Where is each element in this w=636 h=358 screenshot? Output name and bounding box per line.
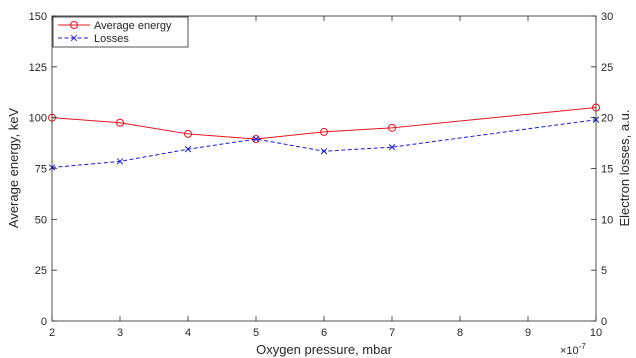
data-point-losses xyxy=(184,146,192,153)
data-point-losses xyxy=(388,143,396,151)
y-left-tick-label: 150 xyxy=(29,11,47,23)
data-point-average-energy xyxy=(116,118,124,127)
data-point-stroke xyxy=(184,146,192,153)
y-right-tick-label: 25 xyxy=(601,62,613,74)
y-left-tick-label: 100 xyxy=(29,113,47,125)
legend-marker-losses xyxy=(70,34,78,42)
x-axis-label: Oxygen pressure, mbar xyxy=(256,342,393,357)
x-tick-label: 7 xyxy=(389,327,395,339)
x-tick-label: 5 xyxy=(253,327,259,339)
x-axis-multiplier: ×10-7 xyxy=(560,342,586,357)
data-point-stroke xyxy=(388,143,396,151)
y-right-tick-label: 30 xyxy=(601,11,613,23)
data-point-average-energy xyxy=(320,127,328,136)
y-axis-left-label: Average energy, keV xyxy=(6,108,21,229)
plot-area xyxy=(52,16,596,321)
y-left-tick-label: 25 xyxy=(35,265,47,277)
data-point-losses xyxy=(116,158,124,165)
data-point-stroke xyxy=(252,135,260,143)
x-tick-label: 2 xyxy=(49,327,55,339)
x-tick-label: 8 xyxy=(457,327,463,339)
data-point-losses xyxy=(252,135,260,143)
y-right-tick-label: 0 xyxy=(601,316,607,328)
x-tick-label: 3 xyxy=(117,327,123,339)
x-tick-label: 9 xyxy=(525,327,531,339)
x-tick-label: 4 xyxy=(185,327,191,339)
y-left-tick-label: 0 xyxy=(41,316,47,328)
legend-marker-stroke xyxy=(70,34,78,42)
y-right-tick-label: 5 xyxy=(601,265,607,277)
y-right-tick-label: 15 xyxy=(601,164,613,176)
y-right-tick-label: 20 xyxy=(601,113,613,125)
legend: Average energy Losses xyxy=(52,16,189,48)
data-point-average-energy xyxy=(388,123,396,132)
legend-label-average-energy: Average energy xyxy=(94,20,172,32)
y-axis-right-label: Electron losses, a.u. xyxy=(617,109,632,226)
legend-marks xyxy=(58,21,90,42)
x-tick-label: 6 xyxy=(321,327,327,339)
y-right-tick-label: 10 xyxy=(601,214,613,226)
data-point-losses xyxy=(320,148,328,155)
data-point-average-energy xyxy=(184,129,192,138)
y-left-tick-label: 75 xyxy=(35,164,47,176)
data-point-stroke xyxy=(116,158,124,165)
y-left-tick-label: 125 xyxy=(29,62,47,74)
legend-marker-average-energy xyxy=(70,21,78,29)
x-tick-label: 10 xyxy=(590,327,602,339)
y-left-tick-label: 50 xyxy=(35,214,47,226)
legend-label-losses: Losses xyxy=(94,33,129,45)
data-point-stroke xyxy=(320,148,328,155)
data-point-average-energy xyxy=(252,135,260,144)
